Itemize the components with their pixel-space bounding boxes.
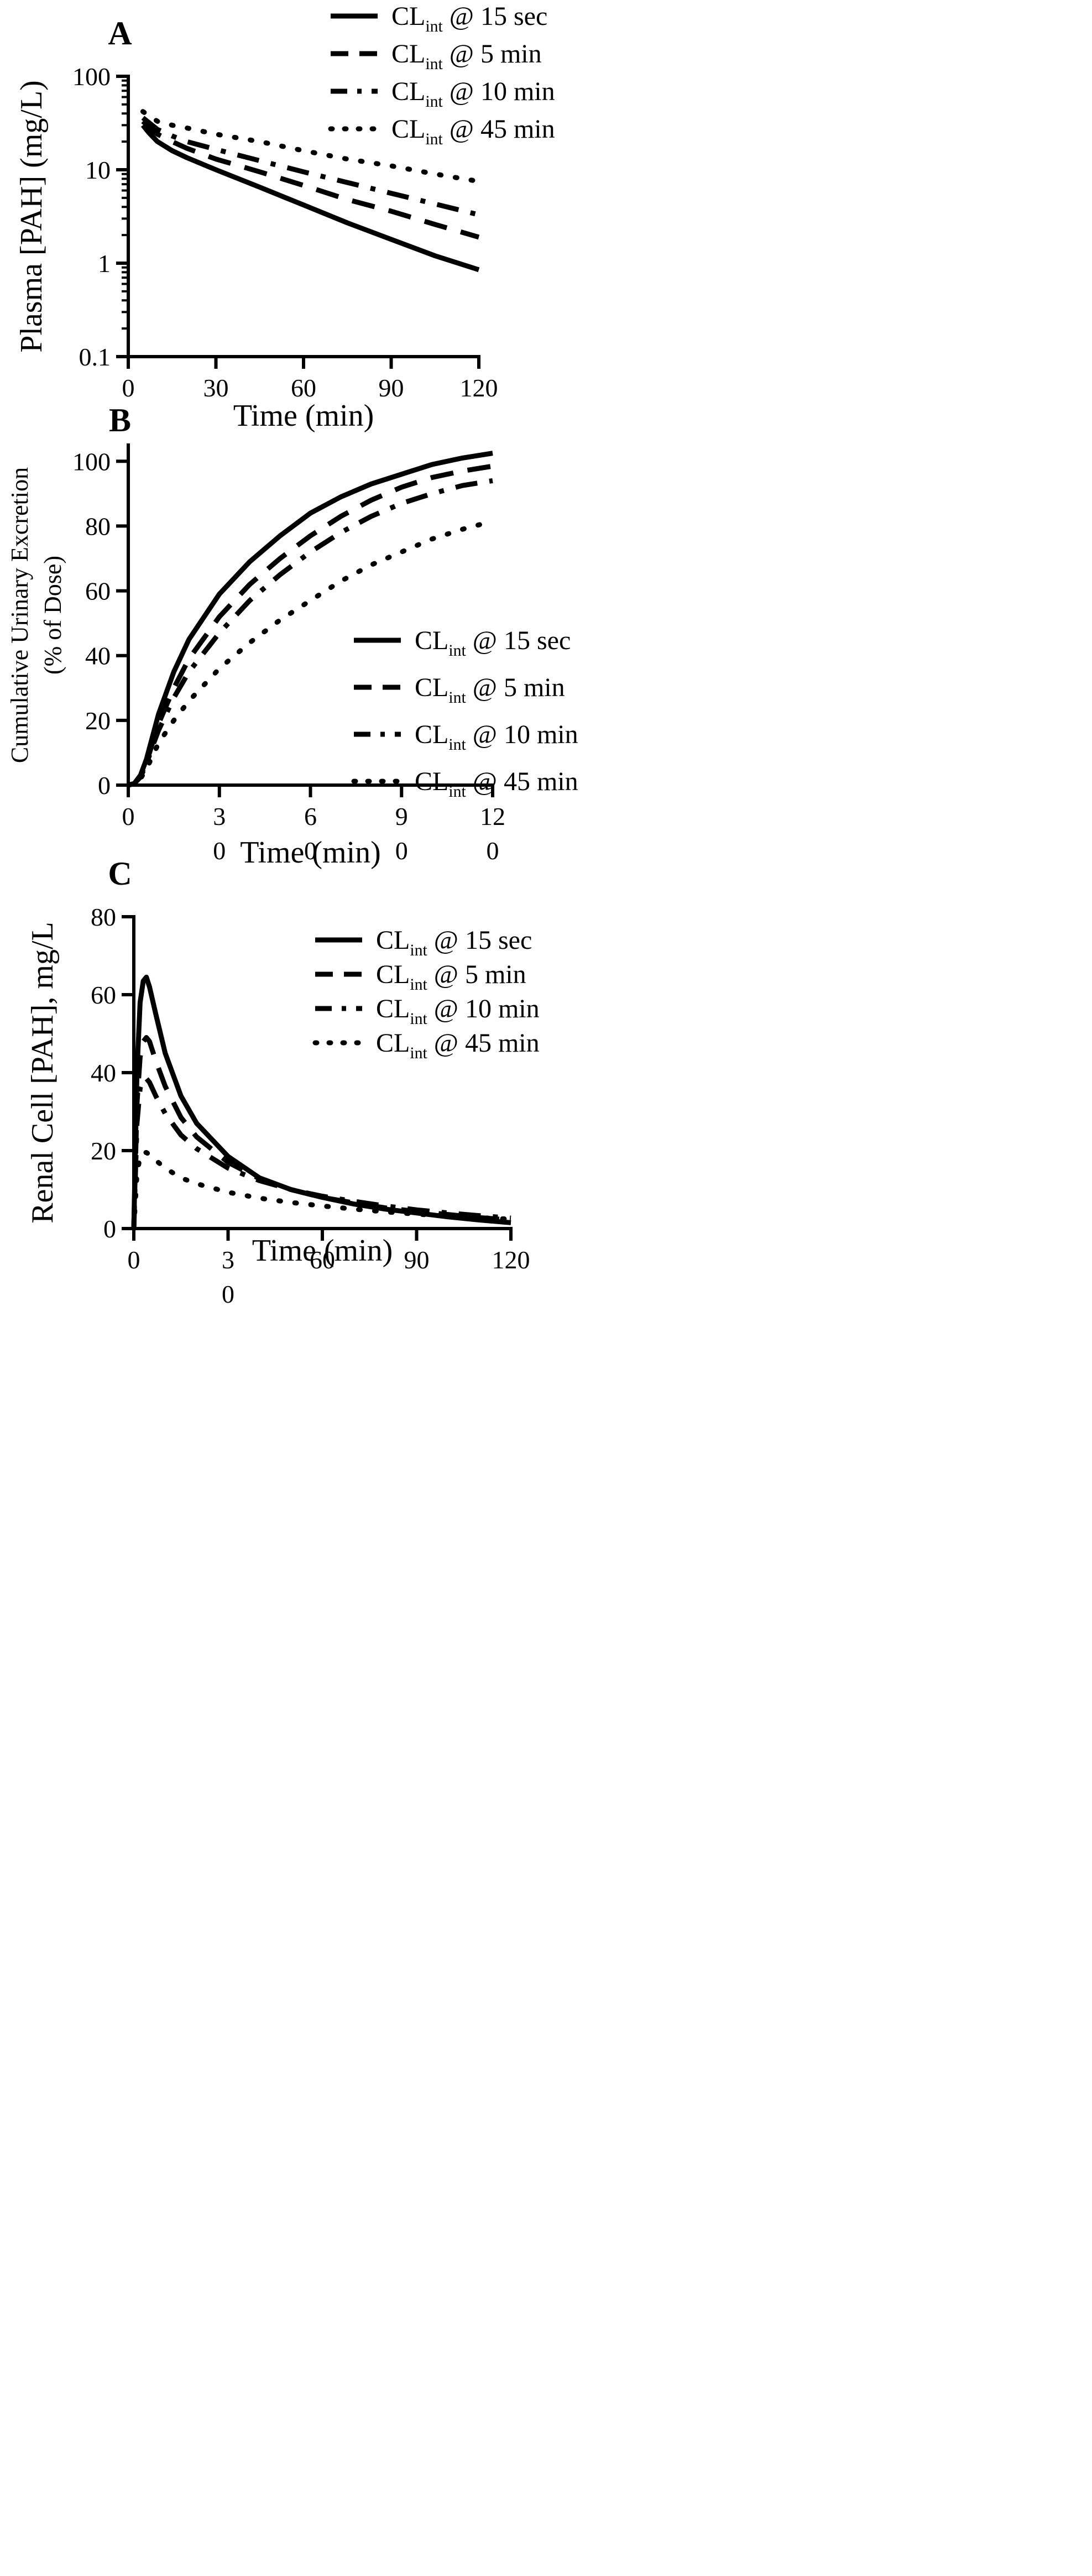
y-tick-label: 0 — [98, 771, 111, 800]
x-tick-label: 60 — [310, 1246, 335, 1274]
legend-label: CLint @ 45 min — [415, 767, 578, 801]
x-tick-label: 0 — [122, 802, 135, 830]
legend-label: CLint @ 45 min — [391, 114, 555, 148]
legend: CLint @ 15 sec CLint @ 5 min CLint @ 10 mi… — [351, 626, 578, 801]
y-tick-label: 60 — [91, 981, 116, 1009]
panel-label: B — [109, 402, 131, 438]
y-axis-label: Plasma [PAH] (mg/L) — [14, 80, 49, 353]
panel-label: C — [108, 855, 132, 892]
x-tick-label: 30 — [203, 374, 229, 402]
legend-label: CLint @ 5 min — [376, 960, 526, 994]
panel-a: A 0.1 1 10 100 0 30 60 90 120 Time (min) Plasma [PA… — [14, 2, 555, 433]
legend-label: CLint @ 5 min — [391, 39, 542, 73]
y-tick-label: 20 — [91, 1137, 116, 1165]
series-line-dotted — [131, 1150, 514, 1231]
y-tick-label: 0.1 — [79, 343, 111, 371]
y-tick-label: 80 — [85, 512, 111, 540]
series-line-dashdot — [127, 478, 493, 788]
y-tick-label: 100 — [72, 62, 111, 91]
y-axis-label: Cumulative Urinary Excretion (% of Dose) — [6, 467, 66, 763]
x-tick-label: 90 — [379, 374, 404, 402]
x-tick-label: 120 — [460, 374, 498, 402]
y-axis-label: Renal Cell [PAH], mg/L — [25, 922, 60, 1223]
series-line-solid — [140, 123, 480, 273]
panel-c: C 0 20 40 60 80 0 3 0 60 90 120 Time (min) Renal Cell… — [25, 855, 540, 1308]
series-line-dashed — [141, 119, 480, 240]
y-tick-label: 10 — [85, 156, 111, 184]
x-axis-label: Time (min) — [233, 399, 374, 433]
series-line-dotted — [140, 109, 482, 184]
y-tick-label: 40 — [85, 642, 111, 670]
y-tick-label: 100 — [72, 447, 111, 476]
y-tick-label: 0 — [103, 1215, 116, 1243]
x-tick-label: 90 — [404, 1246, 430, 1274]
legend-label: CLint @ 15 sec — [391, 2, 547, 35]
series-line-dashdot — [131, 1076, 511, 1229]
series-line-dashdot — [141, 116, 480, 217]
legend-label: CLint @ 10 min — [415, 720, 578, 754]
legend-label: CLint @ 10 min — [376, 994, 540, 1028]
x-axis-label: Time (min) — [240, 835, 381, 870]
x-tick-label: 60 — [291, 374, 316, 402]
legend-label: CLint @ 5 min — [415, 673, 565, 707]
series-line-dashed — [127, 463, 493, 788]
y-tick-label: 80 — [91, 903, 116, 931]
legend-label: CLint @ 10 min — [391, 77, 555, 111]
legend-label: CLint @ 45 min — [376, 1028, 540, 1062]
x-tick-label: 0 — [122, 374, 135, 402]
y-tick-label: 40 — [91, 1059, 116, 1087]
legend-label: CLint @ 15 sec — [376, 926, 532, 959]
x-tick-label: 120 — [492, 1246, 530, 1274]
panel-b: B 0 20 40 60 80 100 0 3 0 6 0 9 0 12 0 Time (min) Cumulat… — [6, 402, 578, 870]
x-tick-label: 0 — [128, 1246, 140, 1274]
series-line-solid — [127, 451, 493, 788]
y-tick-label: 60 — [85, 577, 111, 605]
y-tick-label: 20 — [85, 707, 111, 735]
legend-label: CLint @ 15 sec — [415, 626, 571, 660]
y-tick-label: 1 — [98, 249, 111, 278]
panel-label: A — [108, 15, 132, 51]
legend: CLint @ 15 sec CLint @ 5 min CLint @ 10 mi… — [328, 2, 555, 148]
x-axis-label: Time (min) — [252, 1234, 393, 1268]
